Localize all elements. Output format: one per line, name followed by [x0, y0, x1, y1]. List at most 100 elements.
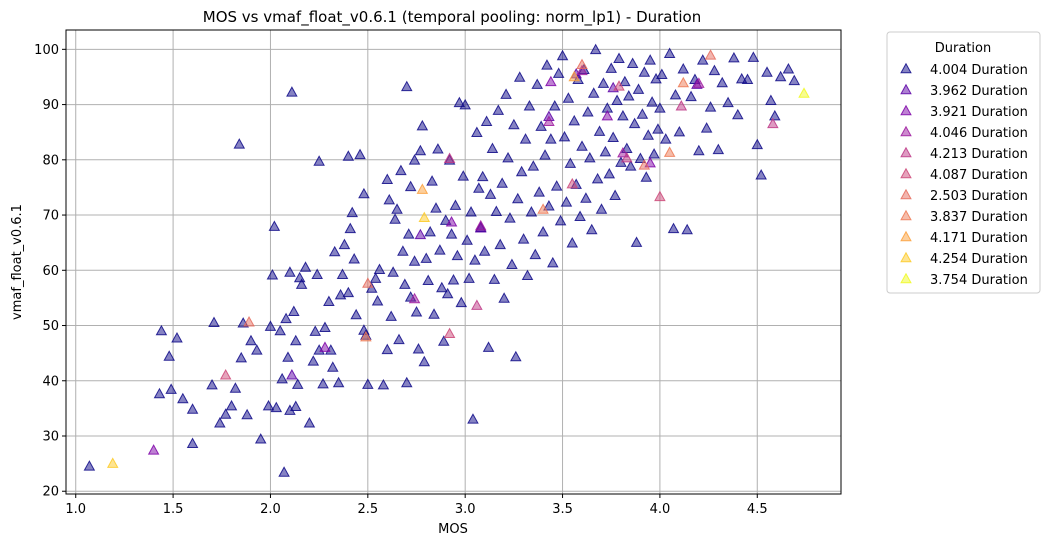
x-axis-ticks: 1.0 1.5 2.0 2.5 3.0 3.5 4.0 4.5 — [65, 494, 768, 517]
legend-label: 3.921 Duration — [930, 105, 1028, 120]
data-point — [510, 350, 522, 362]
legend-label: 3.754 Duration — [930, 273, 1028, 288]
data-point — [241, 408, 253, 420]
legend-marker — [900, 125, 912, 137]
legend-label: 3.837 Duration — [930, 210, 1028, 225]
data-point — [589, 43, 602, 55]
legend-marker — [900, 272, 912, 284]
data-point — [521, 269, 534, 281]
series-group — [798, 87, 810, 98]
data-point — [165, 383, 177, 394]
data-point — [350, 308, 362, 320]
data-point — [338, 238, 351, 250]
y-tick-label: 90 — [42, 98, 59, 113]
data-point — [233, 138, 246, 149]
data-point — [644, 156, 656, 168]
series-group — [83, 43, 801, 477]
data-point — [591, 172, 604, 184]
data-point — [652, 123, 664, 134]
data-point — [502, 151, 514, 163]
data-point — [323, 295, 335, 307]
legend-title: Duration — [935, 41, 991, 56]
data-point — [408, 255, 421, 266]
data-point — [548, 99, 561, 111]
data-point — [638, 159, 651, 170]
data-point — [186, 437, 199, 448]
data-point — [788, 74, 801, 86]
data-point — [219, 369, 232, 380]
x-tick-label: 2.0 — [260, 502, 281, 517]
x-tick-label: 1.0 — [65, 502, 86, 517]
data-point — [519, 133, 532, 144]
data-point — [467, 413, 479, 424]
data-point — [219, 408, 232, 419]
data-point — [186, 403, 199, 414]
data-point — [171, 331, 183, 343]
data-point — [673, 125, 686, 137]
legend-marker — [900, 251, 912, 263]
data-point — [362, 277, 374, 288]
data-point — [537, 203, 549, 214]
data-point — [299, 261, 312, 272]
legend-label: 2.503 Duration — [930, 189, 1028, 204]
data-point — [436, 281, 448, 293]
data-point — [284, 266, 296, 277]
x-tick-label: 4.0 — [650, 502, 671, 517]
data-point — [634, 152, 647, 163]
data-point — [387, 266, 399, 277]
data-point — [389, 213, 401, 224]
data-point — [798, 87, 810, 98]
data-point — [206, 378, 218, 390]
data-point — [628, 117, 641, 129]
data-point — [469, 254, 481, 265]
legend-marker — [900, 188, 912, 200]
data-point — [262, 399, 275, 411]
data-point — [587, 87, 600, 98]
y-tick-label: 80 — [42, 153, 59, 168]
data-point — [556, 49, 569, 61]
y-axis-ticks: 20 30 40 50 60 70 80 90 100 — [34, 43, 66, 500]
data-point — [397, 245, 409, 256]
data-point — [328, 245, 341, 257]
data-point — [471, 126, 483, 137]
data-point — [755, 169, 767, 180]
data-point — [597, 77, 610, 88]
y-tick-label: 20 — [42, 485, 59, 500]
data-point — [622, 90, 635, 101]
data-point — [663, 47, 676, 58]
data-point — [584, 151, 596, 163]
data-point — [533, 186, 545, 197]
legend-marker — [900, 146, 912, 158]
data-point — [644, 54, 656, 65]
data-point — [381, 173, 394, 184]
data-point — [420, 252, 433, 263]
data-point — [515, 165, 528, 177]
data-point — [268, 220, 281, 231]
data-point — [765, 94, 777, 105]
legend-items: 4.004 Duration 3.962 Duration 3.921 Durati… — [900, 62, 1028, 288]
data-point — [693, 144, 705, 156]
data-point — [358, 187, 370, 199]
data-point — [416, 183, 429, 194]
data-point — [478, 245, 491, 256]
data-point — [408, 292, 421, 304]
data-point — [342, 150, 355, 161]
data-point — [399, 278, 411, 289]
data-point — [342, 286, 355, 298]
legend-marker — [900, 104, 912, 116]
data-point — [307, 355, 320, 366]
data-point — [531, 78, 544, 89]
data-point — [527, 160, 540, 171]
data-point — [153, 387, 166, 399]
data-point — [646, 96, 658, 107]
legend-label: 4.087 Duration — [930, 168, 1028, 183]
data-point — [286, 369, 298, 380]
data-point — [377, 378, 390, 390]
data-point — [751, 138, 764, 150]
data-point — [498, 292, 510, 303]
data-point — [309, 325, 322, 336]
data-point — [582, 106, 594, 117]
data-point — [607, 131, 619, 142]
x-tick-label: 4.5 — [747, 502, 768, 517]
data-point — [642, 129, 655, 140]
